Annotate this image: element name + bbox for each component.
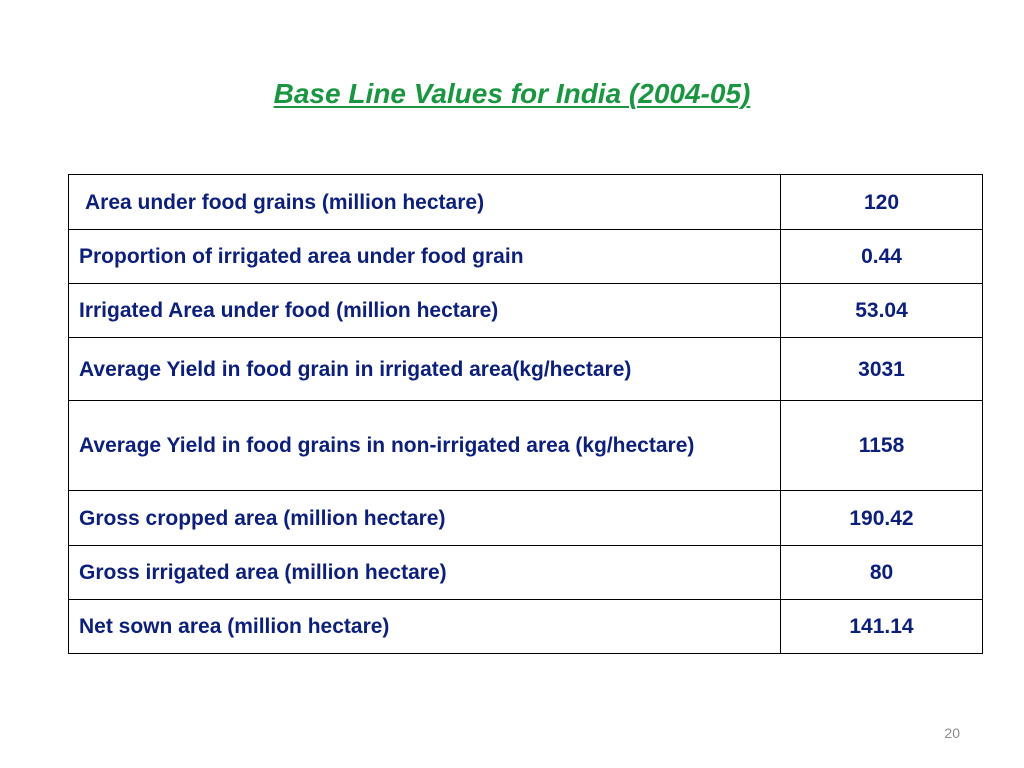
row-label: Gross cropped area (million hectare)	[68, 490, 781, 546]
table-row: Average Yield in food grain in irrigated…	[68, 337, 983, 401]
row-label: Gross irrigated area (million hectare)	[68, 545, 781, 600]
row-value: 141.14	[780, 599, 983, 654]
table-row: Irrigated Area under food (million hecta…	[68, 283, 983, 338]
baseline-values-table: Area under food grains (million hectare)…	[68, 174, 983, 654]
slide-title: Base Line Values for India (2004-05)	[273, 78, 751, 109]
row-value: 120	[780, 174, 983, 230]
row-value: 1158	[780, 400, 983, 491]
row-value: 190.42	[780, 490, 983, 546]
row-value: 53.04	[780, 283, 983, 338]
row-value: 80	[780, 545, 983, 600]
row-value: 0.44	[780, 229, 983, 284]
row-label: Proportion of irrigated area under food …	[68, 229, 781, 284]
row-value: 3031	[780, 337, 983, 401]
row-label: Average Yield in food grain in irrigated…	[68, 337, 781, 401]
table-row: Proportion of irrigated area under food …	[68, 229, 983, 284]
row-label: Area under food grains (million hectare)	[68, 174, 781, 230]
table-row: Area under food grains (million hectare)…	[68, 174, 983, 230]
table-row: Net sown area (million hectare) 141.14	[68, 599, 983, 654]
row-label: Average Yield in food grains in non-irri…	[68, 400, 781, 491]
table-row: Gross irrigated area (million hectare) 8…	[68, 545, 983, 600]
row-label: Irrigated Area under food (million hecta…	[68, 283, 781, 338]
table-row: Average Yield in food grains in non-irri…	[68, 400, 983, 491]
row-label: Net sown area (million hectare)	[68, 599, 781, 654]
page-number: 20	[944, 725, 960, 741]
table-row: Gross cropped area (million hectare) 190…	[68, 490, 983, 546]
